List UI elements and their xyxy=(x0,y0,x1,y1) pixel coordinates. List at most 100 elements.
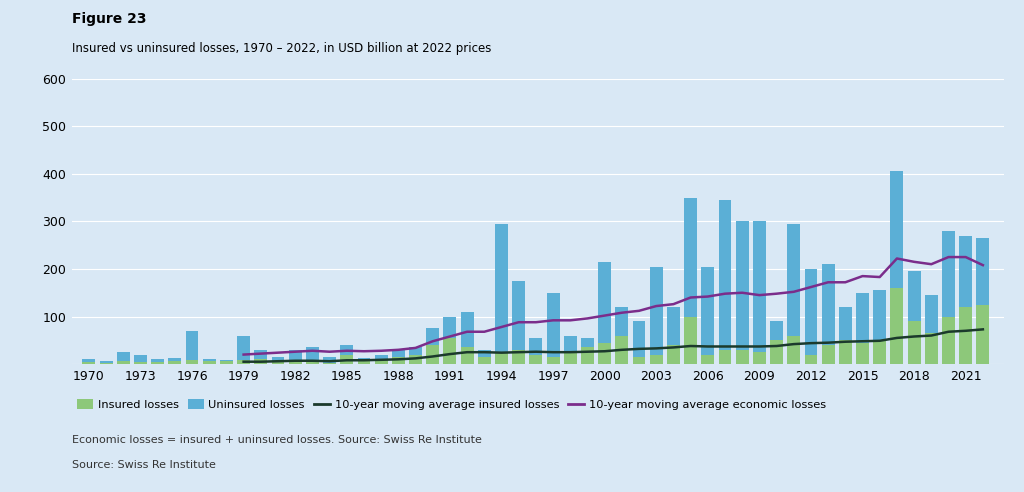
Bar xyxy=(99,361,113,364)
Bar xyxy=(581,338,594,364)
Bar xyxy=(977,238,989,364)
Bar xyxy=(340,355,353,364)
Bar xyxy=(443,338,457,364)
Bar xyxy=(82,362,95,364)
Bar xyxy=(357,358,371,364)
Bar xyxy=(787,224,800,364)
Bar xyxy=(701,355,715,364)
Bar xyxy=(770,340,783,364)
Bar xyxy=(633,357,645,364)
Bar xyxy=(959,307,972,364)
Bar xyxy=(238,360,250,364)
Bar xyxy=(220,361,232,364)
Bar xyxy=(203,361,216,364)
Bar xyxy=(615,307,629,364)
Bar xyxy=(392,350,404,364)
Bar xyxy=(185,360,199,364)
Bar xyxy=(856,293,869,364)
Bar xyxy=(271,362,285,364)
Bar xyxy=(409,355,422,364)
Bar xyxy=(289,361,302,364)
Bar xyxy=(375,355,388,364)
Bar xyxy=(907,321,921,364)
Bar xyxy=(134,355,146,364)
Bar xyxy=(891,288,903,364)
Bar xyxy=(409,347,422,364)
Bar xyxy=(925,295,938,364)
Bar xyxy=(925,333,938,364)
Bar xyxy=(805,355,817,364)
Bar xyxy=(289,350,302,364)
Bar xyxy=(891,171,903,364)
Bar xyxy=(461,347,473,364)
Bar xyxy=(443,316,457,364)
Bar xyxy=(753,221,766,364)
Bar xyxy=(152,362,164,364)
Bar xyxy=(753,352,766,364)
Bar xyxy=(426,329,439,364)
Bar xyxy=(254,350,267,364)
Bar xyxy=(684,316,697,364)
Bar xyxy=(426,345,439,364)
Bar xyxy=(478,357,490,364)
Bar xyxy=(512,281,525,364)
Bar xyxy=(598,342,611,364)
Bar xyxy=(168,361,181,364)
Bar xyxy=(512,350,525,364)
Bar xyxy=(650,267,663,364)
Bar xyxy=(667,345,680,364)
Bar xyxy=(787,336,800,364)
Bar xyxy=(839,340,852,364)
Bar xyxy=(736,350,749,364)
Bar xyxy=(873,340,886,364)
Bar xyxy=(324,357,336,364)
Bar xyxy=(977,305,989,364)
Text: Economic losses = insured + uninsured losses. Source: Swiss Re Institute: Economic losses = insured + uninsured lo… xyxy=(72,435,481,445)
Bar xyxy=(478,350,490,364)
Bar xyxy=(633,321,645,364)
Bar xyxy=(152,359,164,364)
Bar xyxy=(942,231,955,364)
Bar xyxy=(306,362,318,364)
Bar xyxy=(254,359,267,364)
Bar xyxy=(736,221,749,364)
Bar xyxy=(959,236,972,364)
Bar xyxy=(805,269,817,364)
Text: Figure 23: Figure 23 xyxy=(72,12,146,26)
Bar xyxy=(839,307,852,364)
Bar xyxy=(821,345,835,364)
Bar xyxy=(547,293,559,364)
Bar xyxy=(461,312,473,364)
Bar xyxy=(271,357,285,364)
Text: Insured vs uninsured losses, 1970 – 2022, in USD billion at 2022 prices: Insured vs uninsured losses, 1970 – 2022… xyxy=(72,42,492,55)
Bar xyxy=(581,347,594,364)
Bar xyxy=(220,360,232,364)
Bar xyxy=(117,361,130,364)
Bar xyxy=(495,224,508,364)
Bar xyxy=(856,342,869,364)
Bar xyxy=(701,267,715,364)
Bar xyxy=(598,262,611,364)
Bar xyxy=(185,331,199,364)
Bar xyxy=(134,362,146,364)
Bar xyxy=(529,355,543,364)
Bar xyxy=(375,360,388,364)
Bar xyxy=(392,357,404,364)
Legend: Insured losses, Uninsured losses, 10-year moving average insured losses, 10-year: Insured losses, Uninsured losses, 10-yea… xyxy=(78,400,825,410)
Bar xyxy=(340,345,353,364)
Bar xyxy=(564,352,577,364)
Bar xyxy=(684,198,697,364)
Bar xyxy=(168,358,181,364)
Bar xyxy=(306,347,318,364)
Bar xyxy=(238,336,250,364)
Bar xyxy=(615,336,629,364)
Bar xyxy=(821,264,835,364)
Bar xyxy=(495,352,508,364)
Text: Source: Swiss Re Institute: Source: Swiss Re Institute xyxy=(72,460,216,470)
Bar xyxy=(203,359,216,364)
Bar xyxy=(907,272,921,364)
Bar xyxy=(873,290,886,364)
Bar xyxy=(770,321,783,364)
Bar xyxy=(719,350,731,364)
Bar xyxy=(667,307,680,364)
